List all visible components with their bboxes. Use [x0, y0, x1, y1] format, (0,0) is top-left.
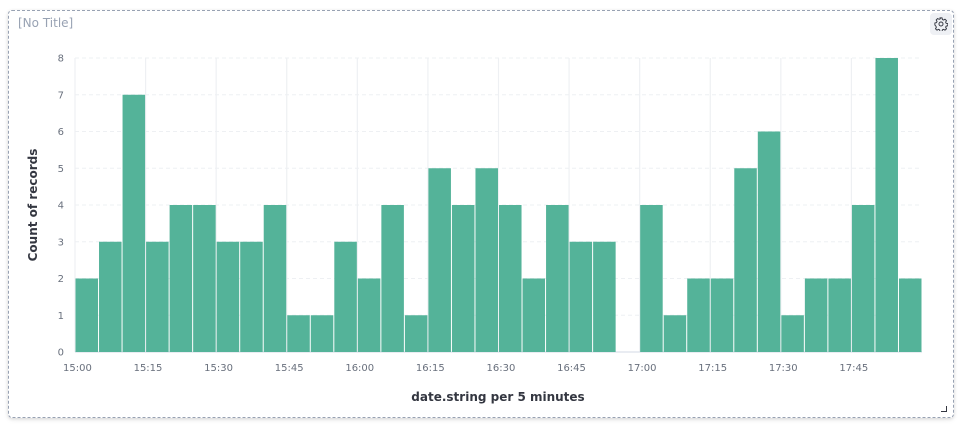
y-tick-label: 2 [58, 274, 64, 285]
x-tick-label: 15:30 [204, 363, 233, 374]
bar [734, 168, 757, 352]
bar [475, 168, 498, 352]
bars [75, 58, 922, 352]
bar [828, 278, 851, 352]
bar [640, 205, 663, 352]
x-tick-label: 16:30 [487, 363, 516, 374]
bar [851, 205, 875, 352]
bar [499, 205, 522, 352]
x-tick-label: 15:00 [63, 363, 92, 374]
y-tick-label: 5 [58, 164, 64, 175]
y-tick-label: 7 [58, 90, 64, 101]
y-axis-ticks: 0 1 2 3 4 5 6 7 8 [58, 54, 64, 359]
bar [593, 241, 616, 352]
bar [522, 278, 546, 352]
resize-handle-icon[interactable] [941, 406, 947, 412]
bar [240, 241, 263, 352]
bar [546, 205, 569, 352]
y-tick-label: 6 [58, 127, 64, 138]
y-tick-label: 4 [58, 201, 64, 212]
y-tick-label: 8 [58, 54, 64, 65]
x-tick-label: 17:30 [769, 363, 798, 374]
bar [757, 131, 781, 352]
x-axis-title: date.string per 5 minutes [411, 390, 584, 404]
bar [569, 241, 593, 352]
gear-icon [934, 17, 948, 31]
bar [122, 94, 146, 352]
bar [451, 205, 475, 352]
bar [404, 315, 428, 352]
bar [263, 205, 287, 352]
bar [875, 58, 898, 352]
grid-lines [74, 57, 922, 353]
y-axis-title: Count of records [26, 149, 40, 262]
bar [781, 315, 804, 352]
x-tick-label: 16:45 [557, 363, 586, 374]
x-tick-label: 15:45 [275, 363, 304, 374]
bar [193, 205, 216, 352]
bar [357, 278, 381, 352]
y-tick-label: 1 [58, 311, 64, 322]
bar [75, 278, 99, 352]
bar [99, 241, 122, 352]
x-tick-label: 17:15 [698, 363, 727, 374]
x-tick-label: 17:45 [839, 363, 868, 374]
bar [334, 241, 357, 352]
bar [216, 241, 240, 352]
bar [381, 205, 404, 352]
bar [428, 168, 451, 352]
x-tick-label: 15:15 [134, 363, 163, 374]
bar [310, 315, 334, 352]
x-axis-ticks: 15:00 15:15 15:30 15:45 16:00 16:15 16:30 16:45… [63, 363, 868, 374]
bar [146, 241, 169, 352]
settings-button[interactable] [930, 13, 952, 35]
y-tick-label: 0 [58, 348, 64, 359]
bar [287, 315, 310, 352]
bar [687, 278, 710, 352]
bar [898, 278, 922, 352]
x-tick-label: 16:15 [416, 363, 445, 374]
panel-title: [No Title] [18, 16, 74, 30]
y-tick-label: 3 [58, 237, 64, 248]
bar [804, 278, 828, 352]
bar [710, 278, 734, 352]
x-tick-label: 17:00 [628, 363, 657, 374]
bar [169, 205, 193, 352]
bar [663, 315, 687, 352]
x-tick-label: 16:00 [345, 363, 374, 374]
